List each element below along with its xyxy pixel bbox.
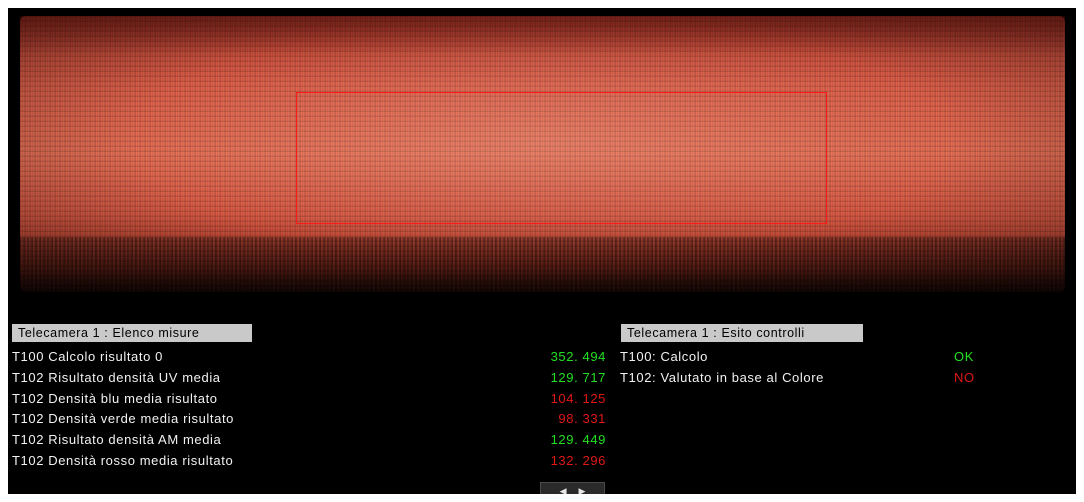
measurement-value: 132. 296 — [550, 453, 606, 468]
measurement-label: T102 Risultato densità UV media — [12, 370, 221, 385]
measurement-label: T100 Calcolo risultato 0 — [12, 349, 163, 364]
measurement-label: T102 Densità verde media risultato — [12, 411, 235, 426]
camera-image — [20, 16, 1065, 292]
measurements-header: Telecamera 1 : Elenco misure — [12, 324, 252, 342]
roi-rectangle[interactable] — [296, 92, 827, 224]
measurement-value: 98. 331 — [558, 411, 606, 426]
inspection-screen: Telecamera 1 : Elenco misure T100 Calcol… — [8, 8, 1076, 494]
measurement-label: T102 Densità blu media risultato — [12, 391, 218, 406]
measurement-value: 352. 494 — [550, 349, 606, 364]
camera-image-top-shade — [20, 16, 1065, 56]
measurement-label: T102 Densità rosso media risultato — [12, 453, 234, 468]
measurement-value: 129. 717 — [550, 370, 606, 385]
result-label: T102: Valutato in base al Colore — [620, 370, 824, 385]
measurement-value: 104. 125 — [550, 391, 606, 406]
measurement-value: 129. 449 — [550, 432, 606, 447]
triangle-right-icon[interactable]: ▶ — [578, 486, 586, 494]
camera-image-bottom-shade — [20, 237, 1065, 292]
result-status: NO — [954, 370, 975, 385]
measurement-label: T102 Risultato densità AM media — [12, 432, 222, 447]
page-navigation: ◀ ▶ — [540, 482, 605, 494]
triangle-left-icon[interactable]: ◀ — [559, 486, 567, 494]
result-label: T100: Calcolo — [620, 349, 709, 364]
result-status: OK — [954, 349, 974, 364]
results-header: Telecamera 1 : Esito controlli — [621, 324, 863, 342]
